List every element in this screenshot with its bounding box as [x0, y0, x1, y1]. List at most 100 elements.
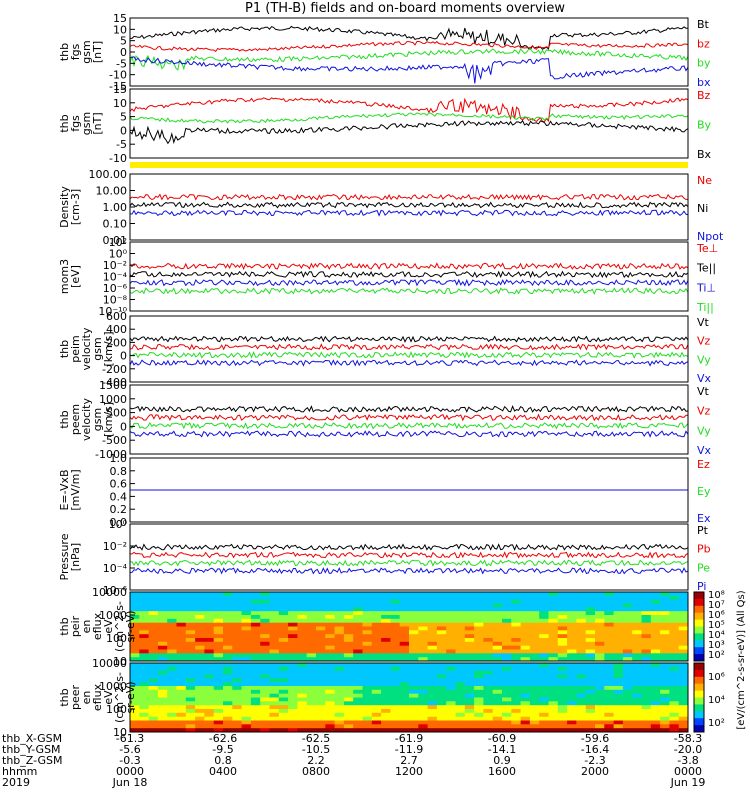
heatmap-cell — [269, 638, 280, 643]
y-axis-label: eV — [102, 690, 115, 705]
legend-entry: Ti|| — [696, 301, 714, 314]
heatmap-cell — [436, 724, 447, 729]
heatmap-cell — [520, 657, 531, 662]
heatmap-cell — [157, 657, 168, 662]
legend-entry: Vx — [697, 372, 712, 385]
heatmap-cell — [576, 618, 587, 624]
heatmap-cell — [427, 712, 438, 718]
heatmap-cell — [223, 603, 233, 608]
heatmap-cell — [427, 634, 438, 639]
heatmap-cell — [390, 603, 401, 608]
heatmap-cell — [213, 666, 224, 672]
heatmap-cell — [297, 626, 308, 631]
heatmap-cell — [297, 716, 308, 721]
heatmap-cell — [316, 595, 326, 601]
axis-value: 0.9 — [493, 754, 511, 767]
heatmap-cell — [306, 595, 317, 601]
heatmap-cell — [250, 638, 261, 643]
heatmap-cell — [288, 716, 298, 721]
heatmap-cell — [176, 615, 187, 620]
heatmap-cell — [641, 716, 652, 721]
heatmap-cell — [260, 599, 270, 604]
heatmap-cell — [418, 728, 429, 733]
heatmap-cell — [446, 649, 456, 654]
heatmap-cell — [139, 674, 150, 679]
heatmap-cell — [260, 657, 270, 662]
heatmap-cell — [288, 626, 298, 631]
heatmap-cell — [130, 641, 140, 647]
heatmap-cell — [650, 697, 661, 702]
heatmap-cell — [232, 592, 243, 597]
heatmap-cell — [334, 603, 345, 608]
heatmap-cell — [539, 599, 549, 604]
heatmap-cell — [148, 724, 159, 729]
heatmap-cell — [399, 712, 410, 718]
heatmap-cell — [306, 649, 317, 654]
heatmap-cell — [409, 622, 419, 627]
heatmap-cell — [576, 712, 587, 718]
heatmap-cell — [520, 670, 531, 675]
heatmap-cell — [204, 693, 215, 698]
heatmap-cell — [148, 674, 159, 679]
heatmap-cell — [250, 697, 261, 702]
heatmap-cell — [548, 663, 559, 668]
heatmap-cell — [139, 622, 150, 627]
heatmap-cell — [213, 709, 224, 714]
heatmap-cell — [492, 666, 503, 672]
heatmap-cell — [474, 653, 484, 658]
heatmap-cell — [297, 689, 308, 695]
heatmap-cell — [502, 720, 512, 725]
heatmap-cell — [334, 645, 345, 650]
legend-entry: Vz — [697, 335, 711, 348]
heatmap-cell — [241, 653, 252, 658]
heatmap-cell — [362, 670, 373, 675]
heatmap-cell — [595, 663, 605, 668]
heatmap-cell — [343, 599, 354, 604]
heatmap-cell — [483, 712, 494, 718]
heatmap-cell — [269, 653, 280, 658]
heatmap-cell — [436, 607, 447, 612]
heatmap-cell — [502, 657, 512, 662]
heatmap-cell — [650, 674, 661, 679]
heatmap-cell — [557, 728, 568, 733]
heatmap-cell — [139, 670, 150, 675]
heatmap-cell — [520, 653, 531, 658]
heatmap-cell — [632, 611, 642, 616]
heatmap-cell — [213, 592, 224, 597]
y-tick-label: 10² — [109, 236, 127, 249]
heatmap-cell — [148, 720, 159, 725]
axis-value: 0.8 — [214, 754, 232, 767]
heatmap-cell — [390, 615, 401, 620]
heatmap-cell — [548, 724, 559, 729]
heatmap-cell — [641, 657, 652, 662]
heatmap-cell — [455, 638, 466, 643]
heatmap-cell — [650, 678, 661, 683]
heatmap-cell — [130, 670, 140, 675]
colorbar-segment — [694, 663, 704, 671]
y-axis-label: en — [80, 691, 93, 705]
heatmap-cell — [409, 657, 419, 662]
y-axis-label: [eV] — [69, 265, 82, 288]
heatmap-cell — [604, 682, 615, 687]
y-tick-label: -1000 — [95, 448, 127, 461]
heatmap-cell — [399, 599, 410, 604]
heatmap-cell — [539, 630, 549, 635]
heatmap-cell — [557, 653, 568, 658]
heatmap-cell — [204, 663, 215, 668]
colorbar-frame — [693, 591, 705, 662]
heatmap-cell — [390, 720, 401, 725]
heatmap-cell — [371, 645, 382, 650]
heatmap-cell — [288, 618, 298, 624]
heatmap-cell — [557, 716, 568, 721]
heatmap-cell — [260, 663, 270, 668]
heatmap-cell — [529, 622, 540, 627]
heatmap-cell — [325, 693, 336, 698]
heatmap-cell — [595, 716, 605, 721]
heatmap-cell — [622, 649, 633, 654]
heatmap-cell — [622, 599, 633, 604]
heatmap-cell — [176, 678, 187, 683]
heatmap-cell — [632, 649, 642, 654]
heatmap-cell — [520, 618, 531, 624]
heatmap-cell — [622, 682, 633, 687]
heatmap-cell — [585, 728, 596, 733]
